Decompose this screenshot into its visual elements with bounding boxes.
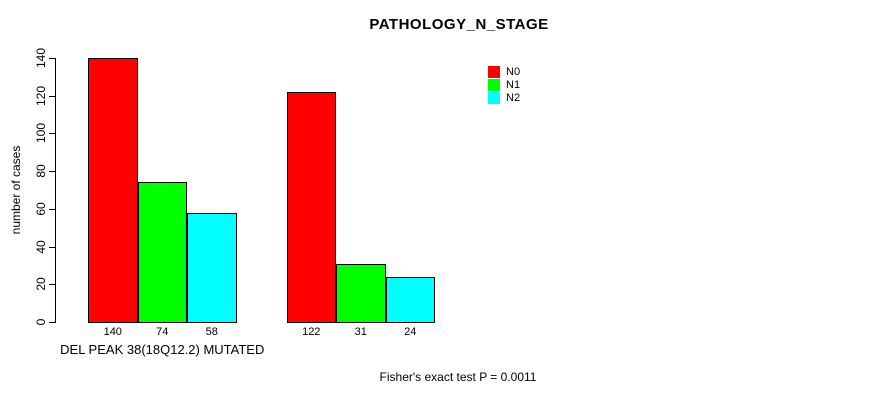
- y-tick-label: 40: [34, 239, 48, 254]
- legend-item-n2: N2: [488, 92, 520, 105]
- bar-value-label: 58: [205, 326, 218, 338]
- bar-n1-group1: [137, 182, 187, 323]
- legend-item-n0: N0: [488, 65, 520, 78]
- y-tick-label: 60: [34, 202, 48, 216]
- y-tick: [49, 133, 55, 135]
- y-tick: [49, 322, 55, 323]
- chart-title: PATHOLOGY_N_STAGE: [369, 16, 549, 33]
- y-axis-line: [55, 58, 56, 323]
- legend-label: N1: [506, 79, 521, 92]
- bar-n2-group1: [187, 212, 237, 323]
- y-tick-label: 20: [34, 277, 48, 291]
- legend-label: N2: [506, 92, 521, 105]
- y-tick-label: 140: [34, 47, 48, 69]
- x-group-label: DEL PEAK 38(18Q12.2) MUTATED: [60, 342, 265, 357]
- y-tick: [49, 284, 55, 286]
- y-tick-label: 0: [34, 318, 48, 326]
- bar-n1-group2: [336, 263, 386, 323]
- y-tick: [49, 208, 55, 210]
- y-tick: [49, 246, 55, 248]
- legend-swatch-n1: [488, 79, 500, 92]
- y-tick-label: 100: [34, 123, 48, 144]
- bar-n2-group2: [385, 276, 435, 323]
- bar-n0-group2: [286, 91, 336, 323]
- y-axis-label: number of cases: [9, 145, 23, 235]
- y-tick: [49, 171, 55, 173]
- y-tick-label: 80: [34, 164, 48, 178]
- legend-swatch-n2: [488, 92, 500, 105]
- bar-value-label: 24: [404, 326, 417, 338]
- legend-item-n1: N1: [488, 78, 521, 92]
- y-tick: [49, 58, 55, 59]
- bar-value-label: 31: [354, 326, 367, 338]
- bar-value-label: 122: [302, 326, 321, 338]
- bar-n0-group1: [88, 58, 138, 323]
- bar-value-label: 140: [103, 326, 122, 338]
- legend-label: N0: [506, 65, 521, 78]
- legend-swatch-n0: [488, 65, 500, 78]
- legend: N0 N1 N2: [488, 65, 520, 105]
- bar-value-label: 74: [156, 326, 169, 338]
- footnote-text: Fisher's exact test P = 0.0011: [379, 370, 537, 384]
- y-tick-label: 120: [34, 85, 48, 106]
- y-tick: [49, 95, 55, 97]
